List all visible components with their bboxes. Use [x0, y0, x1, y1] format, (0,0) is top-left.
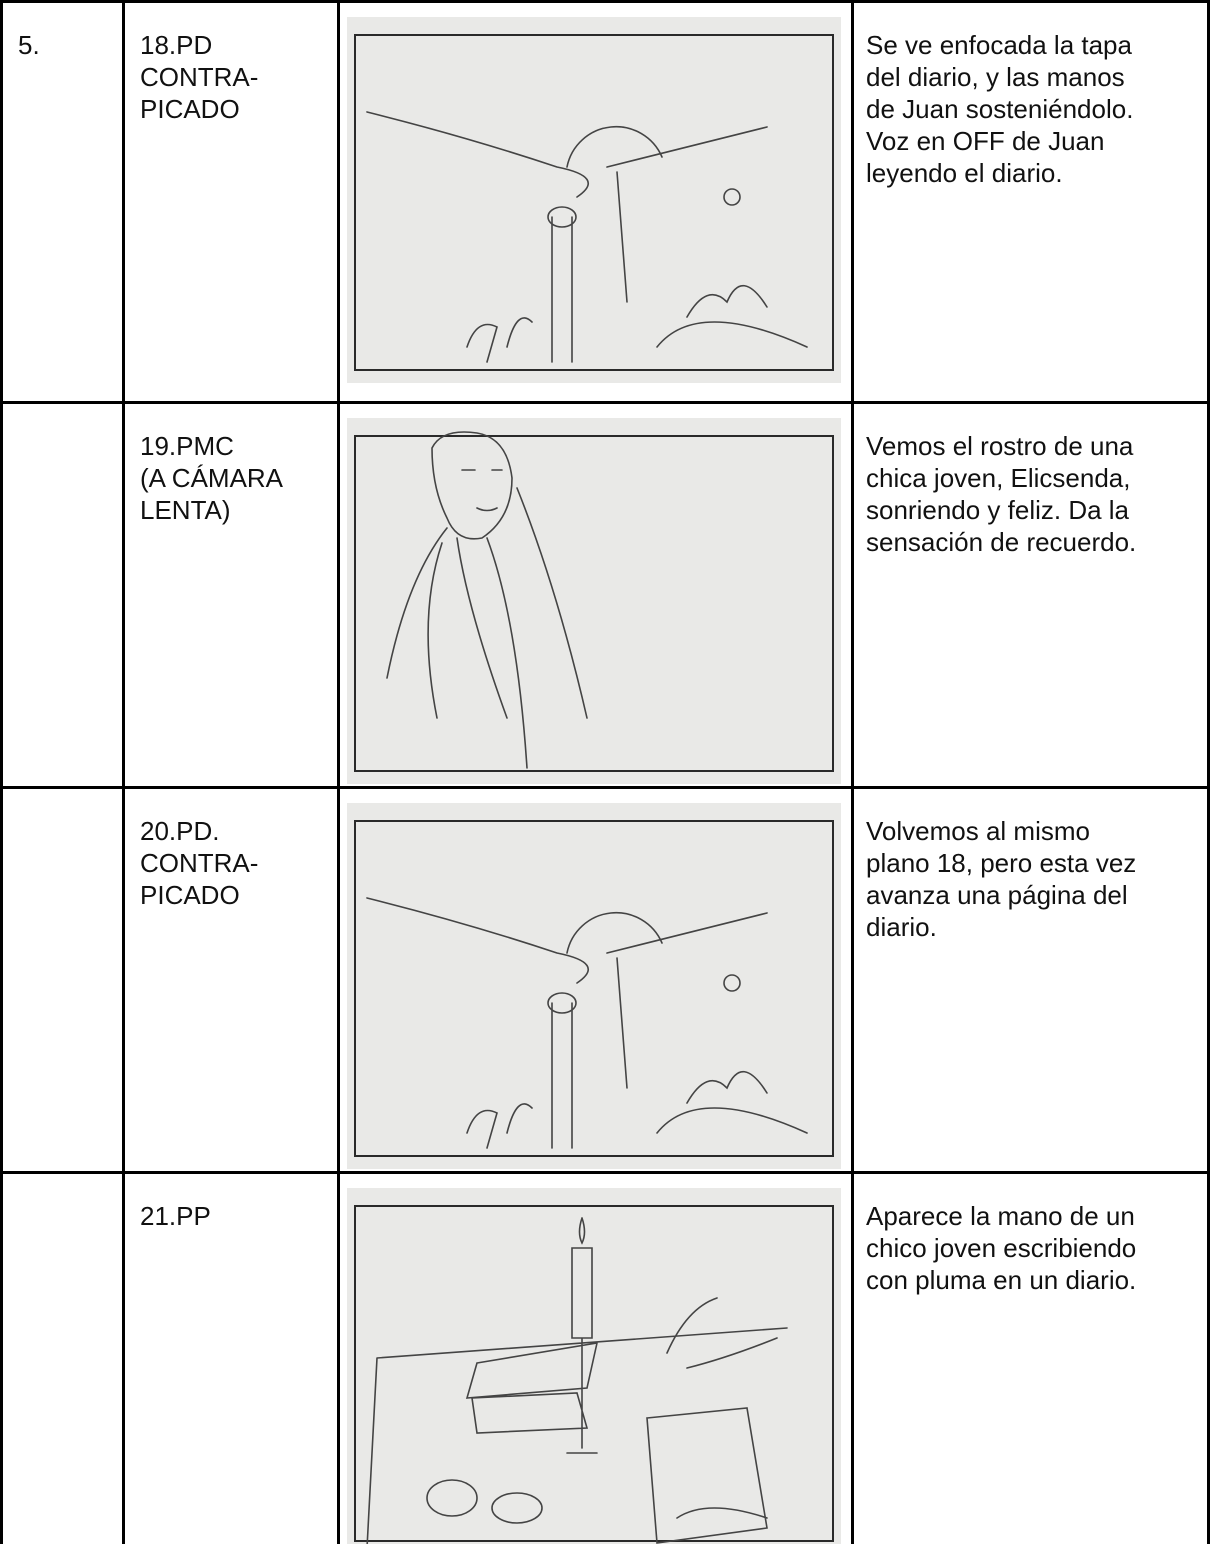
sketch-stroke — [366, 111, 808, 363]
storyboard-sketch — [347, 803, 841, 1169]
sketch-stroke — [461, 469, 503, 512]
sketch-stroke — [547, 992, 577, 1014]
description-line: Voz en OFF de Juan — [866, 126, 1105, 156]
shot-line: 21.PP — [140, 1201, 211, 1231]
row-border — [0, 401, 1210, 404]
storyboard-sketch — [347, 17, 841, 383]
sketch-stroke — [354, 34, 834, 371]
row-border — [0, 786, 1210, 789]
description-line: sensación de recuerdo. — [866, 527, 1137, 557]
sketch-stroke — [366, 1217, 788, 1544]
column-border — [851, 0, 854, 1544]
description-line: chico joven escribiendo — [866, 1233, 1137, 1263]
sketch-stroke — [354, 1205, 834, 1542]
description-line: del diario, y las manos — [866, 62, 1125, 92]
description-line: diario. — [866, 912, 937, 942]
description-line: Vemos el rostro de una — [866, 431, 1134, 461]
shot-cell: 19.PMC (A CÁMARA LENTA) — [140, 430, 283, 526]
sketch-stroke — [386, 431, 588, 769]
storyboard-sketch — [347, 1188, 841, 1544]
description-line: con pluma en un diario. — [866, 1265, 1137, 1295]
shot-line: LENTA) — [140, 495, 231, 525]
column-border — [337, 0, 340, 1544]
scene-number: 5. — [18, 30, 40, 60]
sketch-stroke — [366, 1217, 788, 1544]
sketch-stroke — [354, 820, 834, 1157]
description-cell: Se ve enfocada la tapa del diario, y las … — [866, 29, 1133, 189]
sketch-stroke — [426, 1479, 478, 1517]
sketch-stroke — [354, 435, 834, 772]
shot-line: PICADO — [140, 94, 240, 124]
description-line: chica joven, Elicsenda, — [866, 463, 1131, 493]
sketch-stroke — [366, 897, 808, 1149]
shot-line: CONTRA- — [140, 848, 259, 878]
description-cell: Aparece la mano de un chico joven escribi… — [866, 1200, 1136, 1296]
storyboard-sketch — [347, 418, 841, 784]
sketch-stroke — [491, 1492, 543, 1524]
description-line: Aparece la mano de un — [866, 1201, 1135, 1231]
description-line: Volvemos al mismo — [866, 816, 1090, 846]
sketch-stroke — [366, 111, 808, 363]
sketch-stroke — [347, 418, 841, 784]
sketch-stroke — [347, 1188, 841, 1544]
sketch-stroke — [723, 974, 741, 992]
sketch-stroke — [723, 188, 741, 206]
shot-line: (A CÁMARA — [140, 463, 284, 493]
shot-line: 18.PD — [140, 30, 213, 60]
description-line: de Juan sosteniéndolo. — [866, 94, 1134, 124]
description-line: leyendo el diario. — [866, 158, 1063, 188]
sketch-stroke — [366, 897, 808, 1149]
sketch-stroke — [386, 431, 588, 769]
description-line: sonriendo y feliz. Da la — [866, 495, 1130, 525]
row-border — [0, 1171, 1210, 1174]
row-border — [0, 0, 1210, 3]
shot-line: CONTRA- — [140, 62, 259, 92]
shot-cell: 20.PD. CONTRA- PICADO — [140, 815, 258, 911]
description-cell: Volvemos al mismo plano 18, pero esta vez… — [866, 815, 1136, 943]
column-border — [1207, 0, 1210, 1544]
description-cell: Vemos el rostro de una chica joven, Elics… — [866, 430, 1136, 558]
sketch-stroke — [347, 803, 841, 1169]
description-line: Se ve enfocada la tapa — [866, 30, 1132, 60]
shot-line: 20.PD. — [140, 816, 220, 846]
shot-line: 19.PMC — [140, 431, 234, 461]
shot-cell: 18.PD CONTRA- PICADO — [140, 29, 258, 125]
sketch-stroke — [347, 17, 841, 383]
shot-line: PICADO — [140, 880, 240, 910]
column-border — [0, 0, 3, 1544]
sketch-stroke — [547, 206, 577, 228]
column-border — [122, 0, 125, 1544]
shot-cell: 21.PP — [140, 1200, 211, 1232]
description-line: plano 18, pero esta vez — [866, 848, 1137, 878]
description-line: avanza una página del — [866, 880, 1128, 910]
